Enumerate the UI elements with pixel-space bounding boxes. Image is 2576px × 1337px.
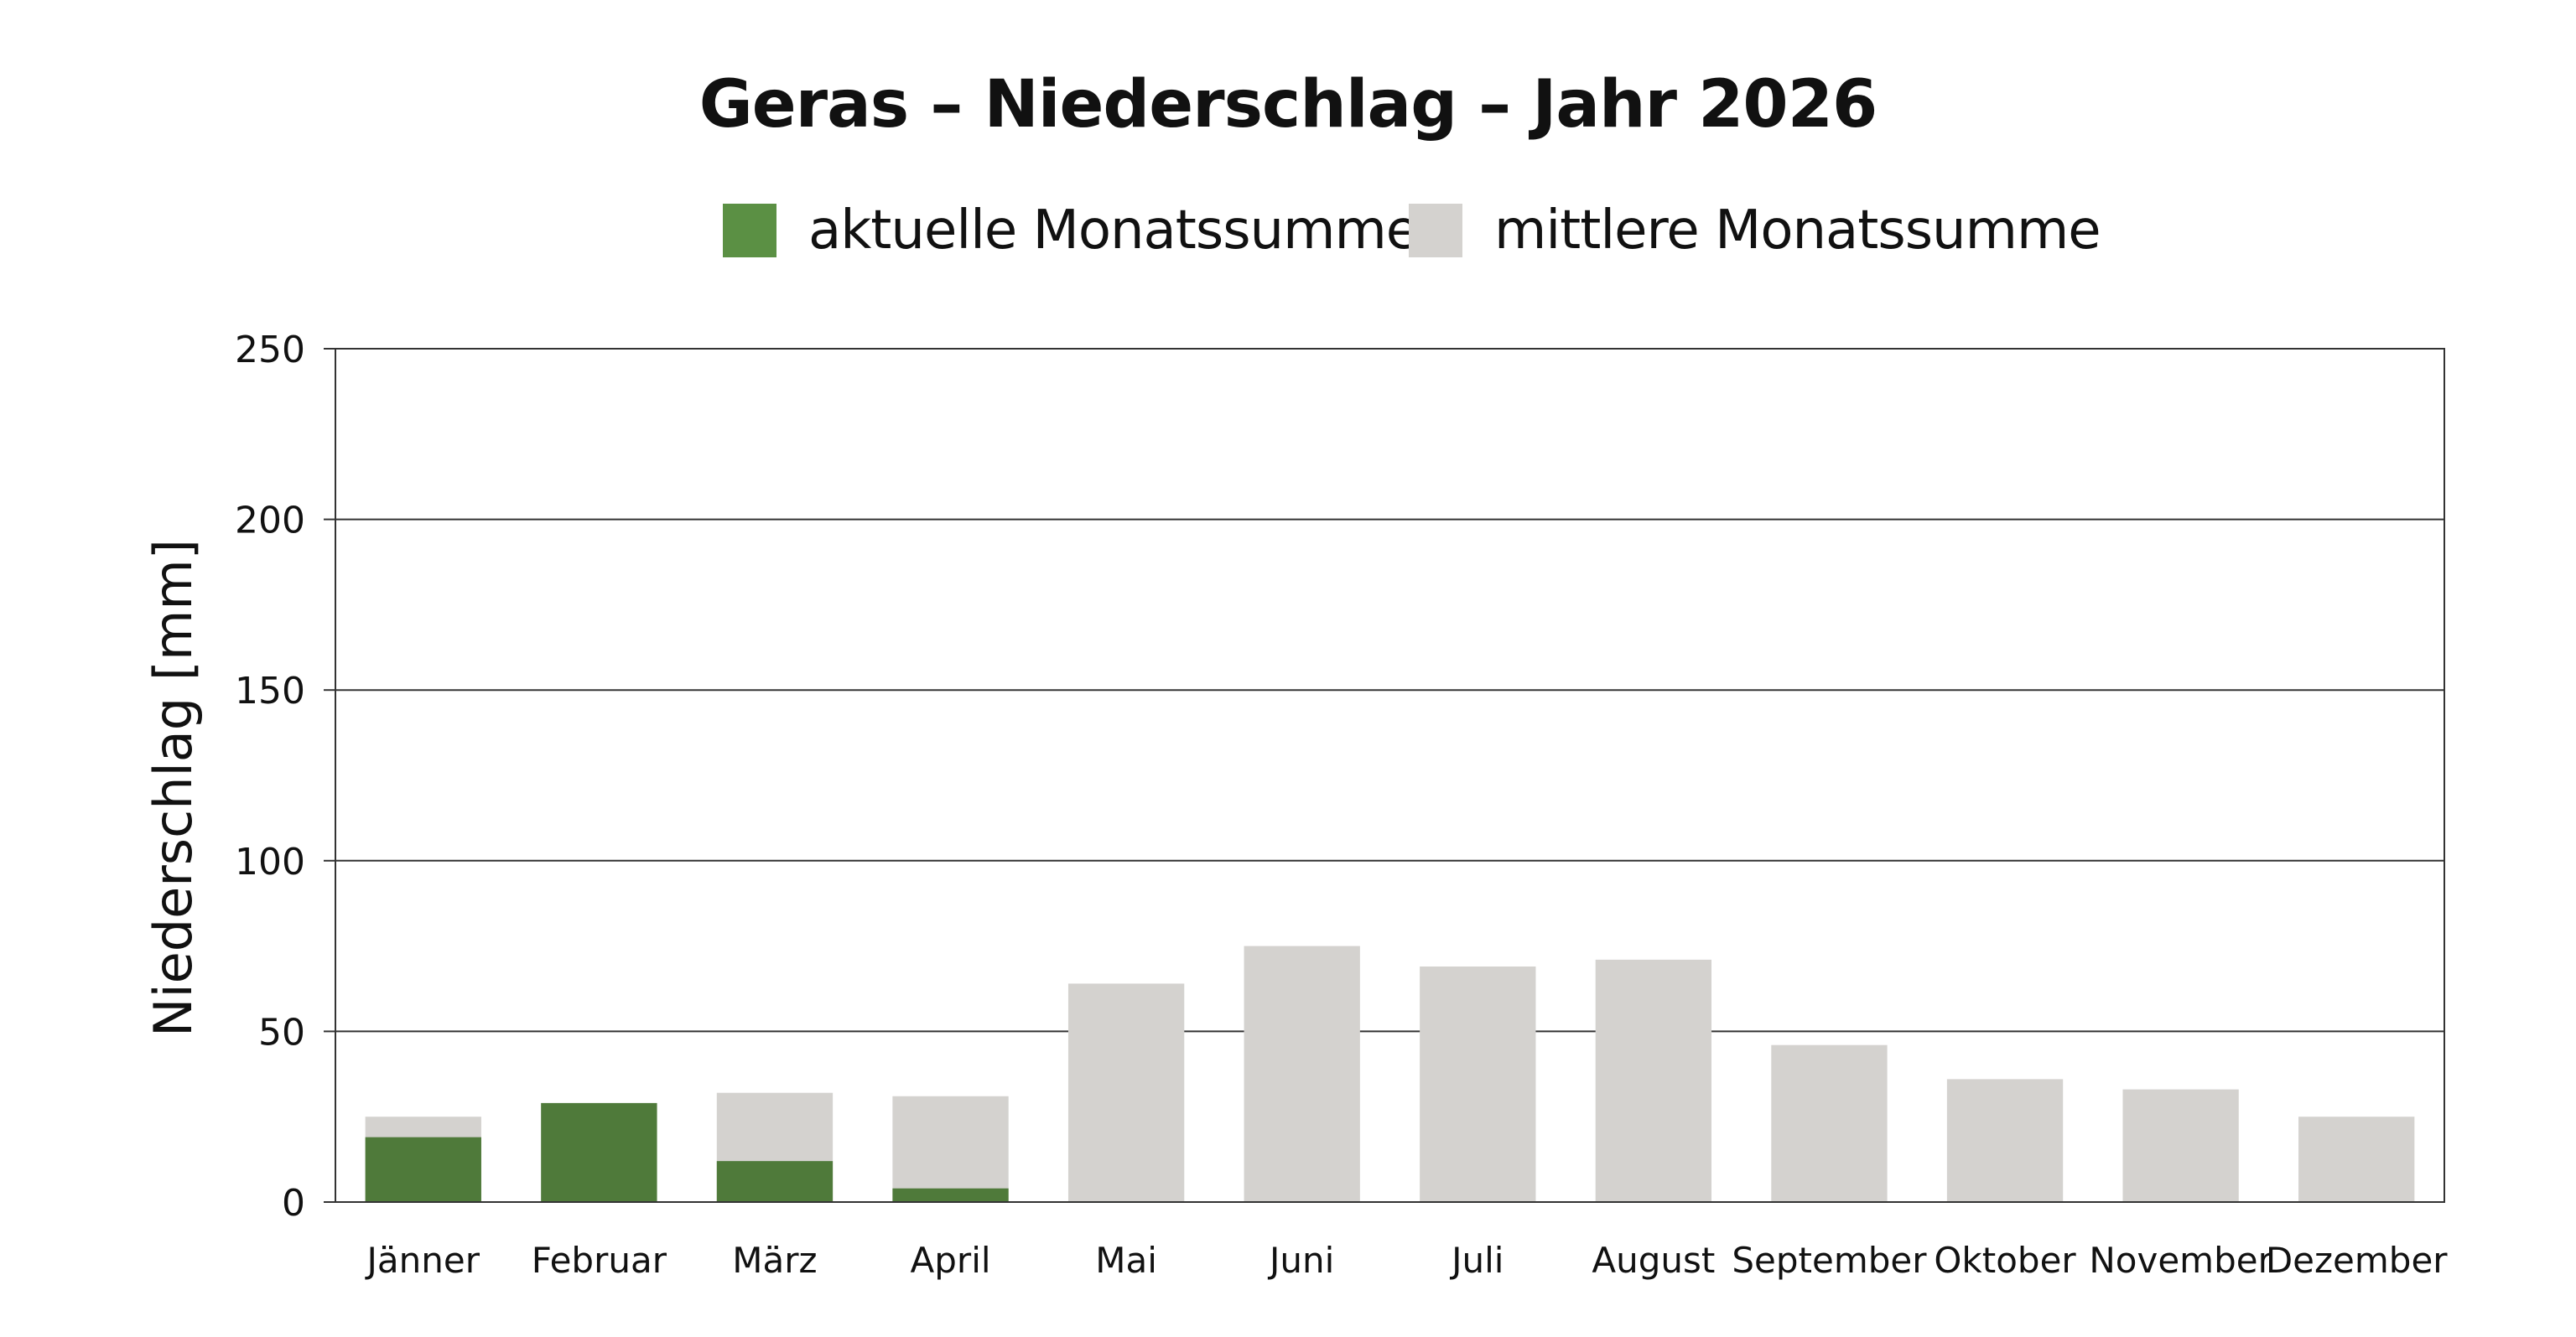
legend-swatch-mean: [1409, 204, 1462, 257]
legend-item-mean: mittlere Monatssumme: [1409, 200, 2101, 262]
bar-mean: [892, 1096, 1009, 1202]
x-tick-label: Juli: [1449, 1240, 1504, 1281]
bar-mean: [1771, 1044, 1888, 1202]
legend-label-mean: mittlere Monatssumme: [1494, 200, 2101, 262]
bar-mean: [1067, 983, 1185, 1202]
legend-label-current: aktuelle Monatssumme: [808, 200, 1419, 262]
x-tick-label: Februar: [532, 1240, 667, 1281]
x-tick-label: März: [732, 1240, 817, 1281]
bar-current: [541, 1102, 657, 1202]
bar-mean: [1420, 966, 1536, 1202]
bar-mean: [1946, 1079, 2064, 1202]
x-tick-label: Dezember: [2266, 1240, 2448, 1281]
x-tick-label: Juni: [1267, 1240, 1334, 1281]
bar-current: [892, 1188, 1009, 1202]
y-tick-label: 150: [235, 670, 305, 713]
y-tick-label: 0: [282, 1182, 305, 1225]
x-tick-label: Jänner: [365, 1240, 480, 1281]
bar-current: [716, 1161, 834, 1202]
chart-title: Geras – Niederschlag – Jahr 2026: [699, 67, 1878, 143]
x-tick-label: Oktober: [1934, 1240, 2076, 1281]
plot-frame: [335, 348, 2445, 1203]
bar-mean: [1244, 946, 1360, 1202]
x-tick-label: August: [1592, 1240, 1715, 1281]
bar-current: [365, 1137, 481, 1202]
x-tick-label: April: [911, 1240, 991, 1281]
bar-mean: [2122, 1089, 2239, 1202]
legend-swatch-current: [723, 204, 776, 257]
x-tick-label: Mai: [1095, 1240, 1157, 1281]
bar-mean: [2298, 1117, 2415, 1202]
legend: aktuelle Monatssumme mittlere Monatssumm…: [0, 200, 2576, 267]
y-tick-label: 250: [235, 329, 305, 371]
legend-item-current: aktuelle Monatssumme: [723, 200, 1419, 262]
bar-mean: [1595, 959, 1712, 1202]
y-tick-label: 200: [235, 500, 305, 542]
y-tick-label: 50: [258, 1011, 305, 1054]
x-tick-label: September: [1732, 1240, 1927, 1281]
x-tick-label: November: [2089, 1240, 2272, 1281]
y-tick-label: 100: [235, 841, 305, 884]
